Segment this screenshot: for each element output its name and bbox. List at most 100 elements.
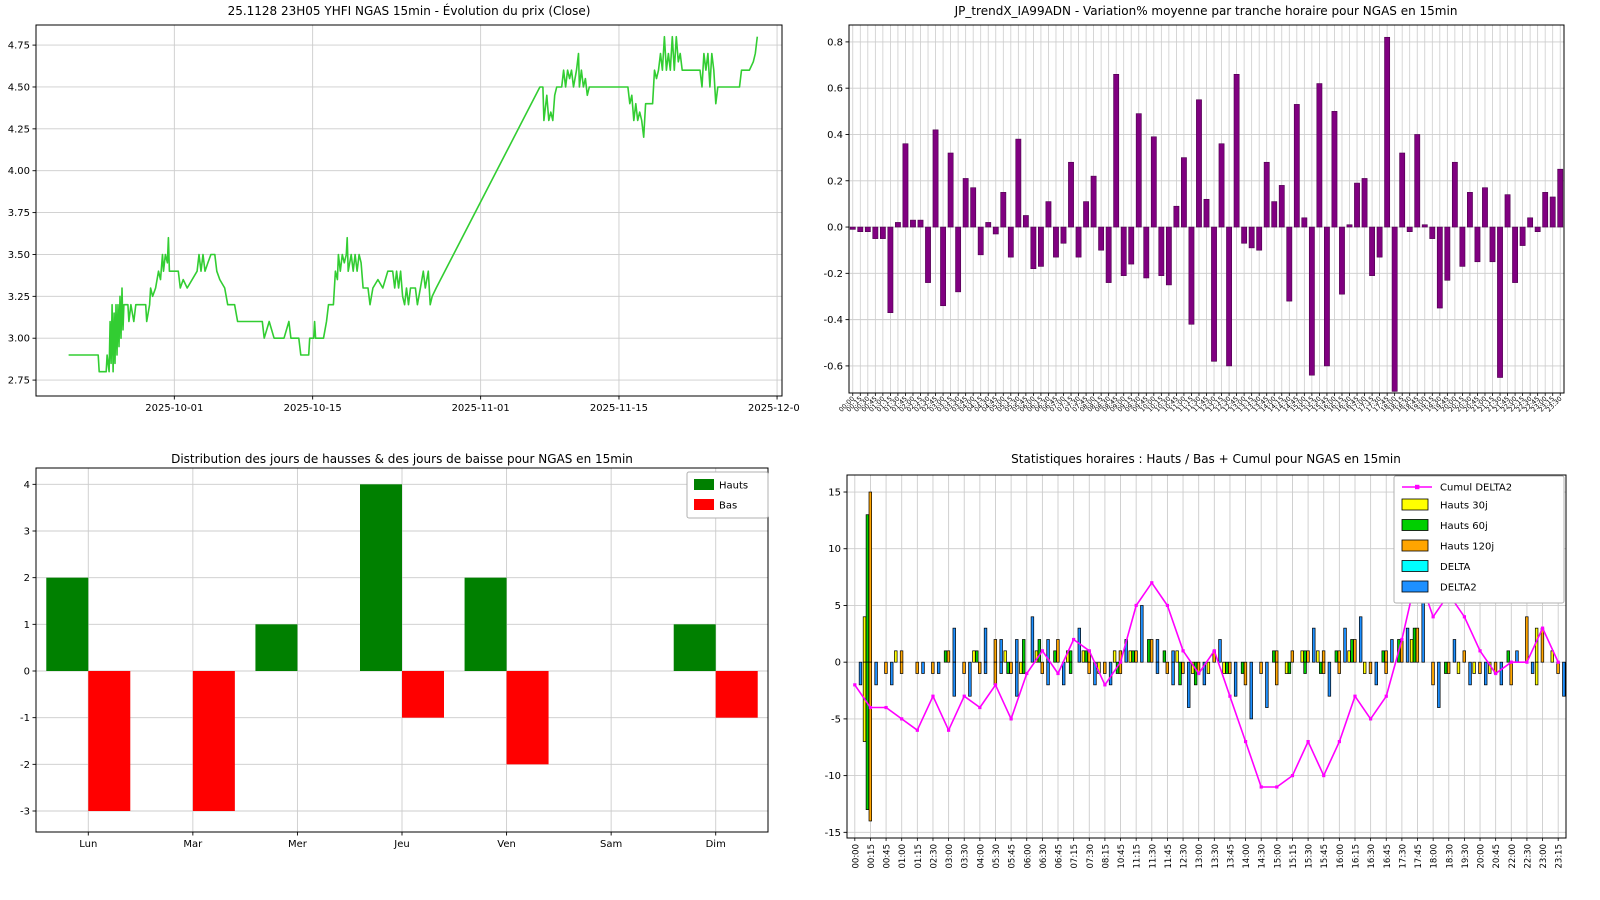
- y-tick-label: -0.2: [823, 269, 843, 280]
- grid: [849, 25, 1564, 393]
- variation-bars: [849, 36, 1564, 392]
- price-line: [68, 35, 759, 373]
- y-tick-label: 1: [24, 620, 30, 631]
- legend-label: Hauts 30j: [1440, 501, 1488, 512]
- x-tick-label: 2025-10-15: [284, 403, 342, 414]
- x-tick-label: 16:15: [1351, 844, 1361, 869]
- y-tick-label: 4.50: [8, 82, 30, 93]
- distribution-bar-chart: Distribution des jours de hausses & des …: [20, 452, 769, 850]
- x-tick-labels: 00:00 00:15 00:45 01:00 01:15 02:30 03:00 03:30…: [851, 844, 1564, 869]
- bas-bar: [402, 671, 444, 718]
- hauts-bar: [255, 624, 298, 671]
- legend-swatch: [1401, 580, 1429, 593]
- x-tick-label: 08:15: [1101, 844, 1111, 869]
- y-tick-label: 10: [828, 544, 841, 555]
- y-tick-label: 4: [24, 480, 30, 491]
- grid: [36, 25, 782, 396]
- hauts-bar: [673, 624, 716, 671]
- x-tick-label: 16:45: [1383, 844, 1393, 869]
- x-tick-label: 17:30: [1398, 844, 1408, 869]
- axis-ticks: -15 -10 -5 0 5 10 15: [825, 488, 1559, 841]
- x-tick-label: 17:45: [1414, 844, 1424, 869]
- distribution-chart-title: Distribution des jours de hausses & des …: [171, 452, 633, 466]
- x-tick-label: 23:00: [1539, 844, 1549, 869]
- bas-bar: [88, 671, 131, 811]
- hauts-bar: [464, 577, 507, 671]
- y-tick-label: 3.00: [8, 334, 30, 345]
- y-tick-label: -10: [825, 771, 841, 782]
- bas-bar: [715, 671, 758, 718]
- y-tick-label: 0.6: [827, 84, 843, 95]
- x-tick-label: 16:30: [1367, 844, 1377, 869]
- axis-ticks: 2025-10-01 2025-10-15 2025-11-01 2025-11-15…: [8, 41, 800, 414]
- y-tick-label: -15: [825, 828, 841, 839]
- variation-chart-title: JP_trendX_IA99ADN - Variation% moyenne p…: [954, 4, 1458, 18]
- x-tick-label: 06:30: [1039, 844, 1049, 869]
- x-tick-label: 03:30: [961, 844, 971, 869]
- x-tick-label: 18:30: [1445, 844, 1455, 869]
- y-tick-label: 2.75: [8, 376, 30, 387]
- x-tick-label: 12:30: [1180, 844, 1190, 869]
- variation-chart-plot: 0.8 0.6 0.4 0.2 0.0 -0.2 -0.4 -0.6 00:0000:1500:…: [823, 24, 1565, 414]
- x-tick-label: 2025-12-01: [748, 403, 800, 414]
- hauts-bar: [360, 484, 402, 671]
- x-tick-label: Lun: [79, 839, 97, 850]
- legend-swatch: [1401, 539, 1429, 552]
- x-tick-label: 06:45: [1055, 844, 1065, 869]
- y-tick-label: 5: [835, 601, 841, 612]
- y-tick-label: -1: [20, 713, 30, 724]
- x-tick-label: 03:00: [945, 844, 955, 869]
- y-tick-label: 0: [24, 667, 30, 678]
- distribution-bars: [46, 484, 758, 811]
- y-tick-label: 0.0: [827, 223, 843, 234]
- x-tick-label: 15:45: [1320, 844, 1330, 869]
- x-tick-label: 11:30: [1148, 844, 1158, 869]
- legend-label: Hauts 120j: [1440, 542, 1494, 553]
- x-tick-label: 01:15: [914, 844, 924, 869]
- x-tick-label: 10:45: [1117, 844, 1127, 869]
- x-tick-label: 22:30: [1523, 844, 1533, 869]
- x-tick-label: 00:15: [867, 844, 877, 869]
- legend-label: Hauts: [719, 481, 748, 492]
- price-line-chart: 25.1128 23H05 YHFI NGAS 15min - Évolutio…: [8, 3, 800, 414]
- x-tick-label: Mar: [183, 839, 203, 850]
- y-tick-label: 0.2: [827, 176, 843, 187]
- x-tick-label: 02:30: [929, 844, 939, 869]
- price-chart-plot: 2025-10-01 2025-10-15 2025-11-01 2025-11-15…: [8, 24, 800, 414]
- x-tick-label: 15:15: [1289, 844, 1299, 869]
- legend-swatch: [1401, 498, 1429, 511]
- legend: Hauts Bas: [686, 471, 769, 519]
- y-tick-label: 0: [835, 658, 841, 669]
- y-tick-label: 4.25: [8, 124, 30, 135]
- x-tick-label: Sam: [600, 839, 622, 850]
- stats-mixed-chart: Statistiques horaires : Hauts / Bas + Cu…: [825, 452, 1567, 869]
- x-tick-label: 22:00: [1508, 844, 1518, 869]
- x-tick-label: 07:30: [1086, 844, 1096, 869]
- x-tick-label: Jeu: [393, 839, 409, 850]
- y-tick-label: 0.4: [827, 130, 843, 141]
- legend-swatch: [694, 499, 714, 510]
- x-tick-label: 14:30: [1258, 844, 1268, 869]
- x-tick-label: 01:00: [898, 844, 908, 869]
- y-tick-label: -2: [20, 760, 30, 771]
- legend-label: Bas: [719, 501, 737, 512]
- y-tick-label: 2: [24, 573, 30, 584]
- x-tick-label: 06:00: [1023, 844, 1033, 869]
- x-tick-labels: 00:0000:1500:3000:4501:0001:1501:3001:45…: [837, 395, 1563, 414]
- stats-chart-title: Statistiques horaires : Hauts / Bas + Cu…: [1011, 452, 1401, 466]
- hauts-bar: [46, 577, 89, 671]
- cumul-line: [853, 569, 1560, 789]
- x-tick-label: 00:45: [883, 844, 893, 869]
- x-tick-label: 19:30: [1461, 844, 1471, 869]
- distribution-chart-plot: -3 -2 -1 0 1 2 3 4 Lun Mar Mer Jeu Ven Sam Dim Hauts Bas: [20, 467, 769, 850]
- y-tick-label: 0.8: [827, 37, 843, 48]
- x-tick-label: Mer: [288, 839, 308, 850]
- x-tick-label: 2025-11-15: [590, 403, 648, 414]
- plot-frame: [35, 467, 769, 833]
- x-tick-label: 11:15: [1133, 844, 1143, 869]
- x-tick-label: 16:00: [1336, 844, 1346, 869]
- x-tick-label: 05:45: [1008, 844, 1018, 869]
- legend-swatch: [1401, 560, 1429, 572]
